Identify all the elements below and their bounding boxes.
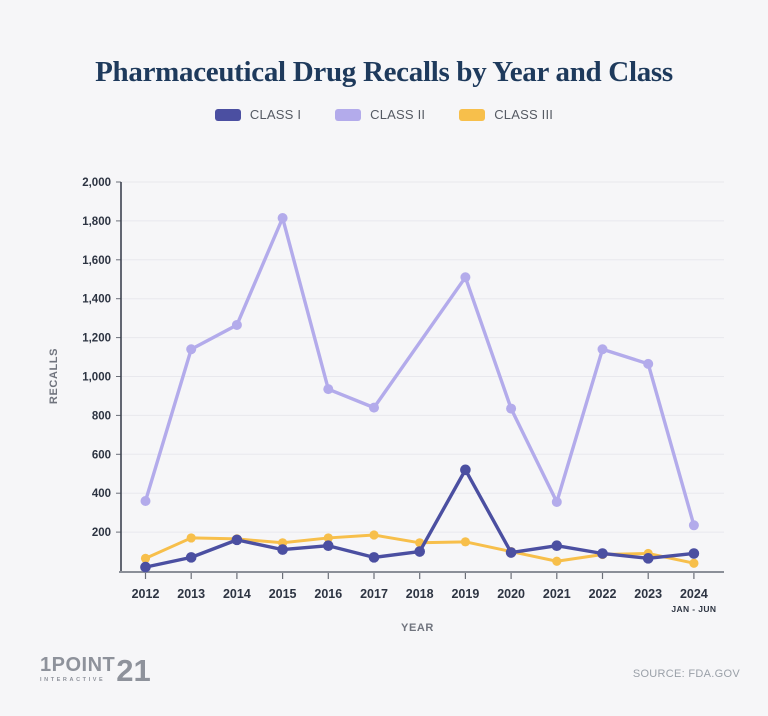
data-point-class-i-2013 [185, 552, 197, 563]
data-point-class-i-2016 [323, 540, 334, 552]
y-tick-label: 600 [92, 449, 111, 461]
x-tick-sublabel: JAN - JUN [671, 604, 716, 614]
legend-swatch [214, 108, 241, 121]
recalls-line-chart: 200 400 600 800 1,000 1,200 1,400 1,600 1,800 2,0… [48, 177, 724, 634]
y-tick-label: 1,400 [82, 294, 111, 306]
chart-legend: CLASS I CLASS II CLASS III [0, 107, 768, 122]
y-axis-title: RECALLS [48, 348, 60, 404]
y-tick-label: 1,200 [82, 333, 111, 345]
y-tick-label: 400 [92, 488, 111, 500]
source-attribution: SOURCE: FDA.GOV [632, 668, 740, 680]
y-tick-label: 800 [92, 410, 111, 422]
y-tick-label: 1,600 [82, 255, 111, 267]
data-point-class-ii-2023 [643, 358, 654, 369]
data-point-class-ii-2021 [551, 496, 562, 507]
y-tick-label: 1,000 [82, 372, 111, 384]
data-point-class-i-2022 [597, 548, 608, 559]
x-tick-label: 2013 [177, 587, 205, 601]
legend-item-3: CLASS III [459, 107, 553, 122]
data-point-class-ii-2020 [506, 403, 517, 414]
legend-item-1: CLASS I [214, 107, 302, 122]
data-point-class-i-2017 [368, 552, 380, 563]
data-point-class-ii-2013 [186, 344, 197, 355]
x-tick-label: 2021 [543, 587, 571, 601]
logo-sub-text: INTERACTIVE [40, 677, 106, 683]
x-tick-label: 2017 [360, 587, 388, 601]
data-point-class-ii-2016 [323, 384, 334, 395]
x-tick-label: 2016 [314, 587, 342, 601]
data-point-class-ii-2015 [277, 212, 288, 223]
data-point-class-iii-2024 [689, 558, 699, 568]
data-point-class-iii-2017 [369, 530, 379, 540]
x-tick-label: 2020 [497, 587, 525, 601]
data-point-class-i-2024 [688, 548, 700, 559]
legend-swatch [335, 108, 362, 121]
y-tick-label: 200 [92, 527, 111, 539]
page-title: Pharmaceutical Drug Recalls by Year and … [95, 56, 673, 88]
data-point-class-ii-2024 [688, 520, 699, 531]
x-tick-label: 2022 [589, 587, 617, 601]
y-tick-label: 1,800 [82, 216, 111, 228]
y-tick-label: 2,000 [82, 177, 111, 189]
x-tick-label: 2015 [269, 587, 297, 601]
x-tick-label: 2023 [634, 587, 662, 601]
series-line-class-ii [143, 216, 696, 527]
data-point-class-i-2014 [231, 534, 243, 546]
data-point-class-i-2018 [414, 546, 426, 557]
data-point-class-iii-2019 [460, 537, 470, 547]
legend-label: CLASS III [494, 107, 554, 122]
data-point-class-ii-2017 [369, 402, 379, 413]
x-tick-label: 2024 [680, 587, 708, 601]
x-tick-label: 2018 [406, 587, 434, 601]
data-point-class-ii-2014 [231, 319, 242, 330]
legend-label: CLASS II [370, 107, 426, 122]
data-point-class-i-2015 [277, 544, 288, 555]
data-point-class-iii-2021 [552, 556, 562, 566]
x-tick-label: 2014 [223, 587, 251, 601]
data-point-class-iii-2013 [186, 533, 196, 543]
data-point-class-iii-2016 [323, 533, 333, 543]
data-point-class-i-2021 [551, 540, 563, 552]
1point21-logo: 1POINT INTERACTIVE 21 [40, 652, 151, 688]
x-tick-label: 2012 [132, 587, 160, 601]
x-axis-title: YEAR [401, 622, 434, 634]
data-point-class-i-2023 [642, 553, 654, 564]
legend-item-2: CLASS II [335, 107, 425, 122]
data-point-class-ii-2019 [460, 272, 471, 283]
x-tick-label: 2019 [451, 587, 479, 601]
data-point-class-i-2012 [140, 561, 151, 573]
data-point-class-i-2020 [505, 547, 517, 558]
data-point-class-iii-2012 [140, 553, 151, 563]
logo-main-text: 1POINT [40, 654, 116, 676]
data-point-class-ii-2012 [140, 495, 151, 506]
data-point-class-ii-2022 [597, 344, 608, 355]
logo-number-text: 21 [116, 652, 151, 688]
legend-label: CLASS I [249, 107, 302, 122]
data-point-class-i-2019 [460, 464, 471, 476]
legend-swatch [459, 108, 486, 121]
